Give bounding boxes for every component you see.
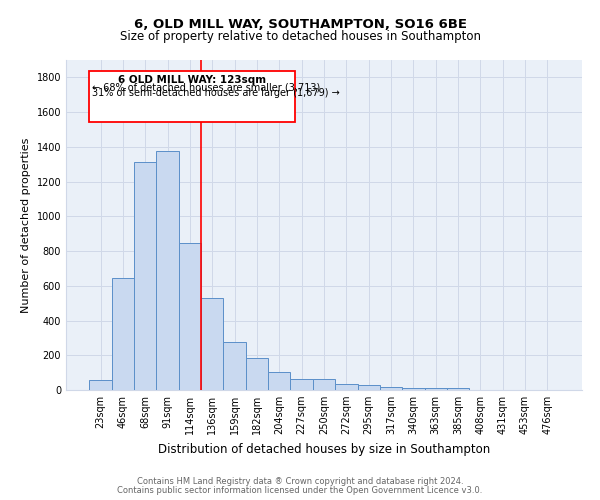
Text: 6 OLD MILL WAY: 123sqm: 6 OLD MILL WAY: 123sqm: [118, 75, 266, 85]
Bar: [335, 384, 358, 390]
Text: 31% of semi-detached houses are larger (1,679) →: 31% of semi-detached houses are larger (…: [92, 88, 340, 99]
Bar: [268, 372, 290, 390]
Bar: [425, 388, 447, 390]
Bar: [201, 298, 223, 390]
Text: Size of property relative to detached houses in Southampton: Size of property relative to detached ho…: [119, 30, 481, 43]
Bar: [290, 378, 313, 390]
Bar: [179, 243, 201, 390]
X-axis label: Distribution of detached houses by size in Southampton: Distribution of detached houses by size …: [158, 442, 490, 456]
Bar: [112, 278, 134, 390]
Bar: [157, 151, 179, 390]
Bar: [380, 386, 402, 390]
Text: ← 68% of detached houses are smaller (3,713): ← 68% of detached houses are smaller (3,…: [92, 82, 320, 92]
Bar: [246, 358, 268, 390]
Text: 6, OLD MILL WAY, SOUTHAMPTON, SO16 6BE: 6, OLD MILL WAY, SOUTHAMPTON, SO16 6BE: [133, 18, 467, 30]
Bar: [358, 385, 380, 390]
Bar: [134, 162, 157, 390]
Bar: [223, 342, 246, 390]
Bar: [89, 380, 112, 390]
Y-axis label: Number of detached properties: Number of detached properties: [21, 138, 31, 312]
Text: Contains HM Land Registry data ® Crown copyright and database right 2024.: Contains HM Land Registry data ® Crown c…: [137, 477, 463, 486]
FancyBboxPatch shape: [89, 72, 295, 122]
Text: Contains public sector information licensed under the Open Government Licence v3: Contains public sector information licen…: [118, 486, 482, 495]
Bar: [313, 378, 335, 390]
Bar: [402, 388, 425, 390]
Bar: [447, 388, 469, 390]
